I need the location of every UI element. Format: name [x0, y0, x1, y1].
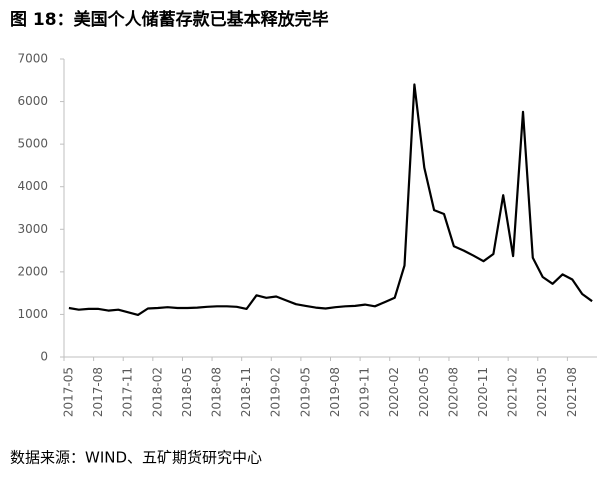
data-line [68, 83, 593, 316]
y-tick-label: 6000 [17, 94, 48, 108]
y-tick-label: 1000 [17, 307, 48, 321]
x-tick-label: 2019-11 [358, 367, 372, 417]
x-tick-label: 2021-05 [535, 367, 549, 417]
x-tick-label: 2021-02 [506, 367, 520, 417]
x-tick-label: 2017-11 [121, 367, 135, 417]
x-tick-label: 2018-05 [180, 367, 194, 417]
y-tick-label: 0 [40, 350, 48, 364]
y-tick-label: 4000 [17, 179, 48, 193]
x-tick-label: 2020-02 [387, 367, 401, 417]
chart-source: 数据来源：WIND、五矿期货研究中心 [10, 449, 262, 467]
x-tick-label: 2019-08 [328, 367, 342, 417]
y-tick-label: 2000 [17, 264, 48, 278]
x-tick-label: 2021-08 [565, 367, 579, 417]
y-tick-label: 7000 [17, 52, 48, 66]
x-tick-label: 2018-08 [209, 367, 223, 417]
x-tick-label: 2018-02 [150, 367, 164, 417]
x-tick-label: 2017-05 [61, 367, 75, 417]
x-tick-label: 2018-11 [239, 367, 253, 417]
x-tick-label: 2019-05 [298, 367, 312, 417]
y-tick-label: 3000 [17, 222, 48, 236]
chart-title: 图 18：美国个人储蓄存款已基本释放完毕 [10, 9, 329, 30]
y-tick-label: 5000 [17, 137, 48, 151]
x-tick-label: 2017-08 [91, 367, 105, 417]
x-tick-label: 2020-08 [446, 367, 460, 417]
x-tick-label: 2020-05 [417, 367, 431, 417]
x-tick-label: 2020-11 [476, 367, 490, 417]
x-tick-label: 2019-02 [269, 367, 283, 417]
